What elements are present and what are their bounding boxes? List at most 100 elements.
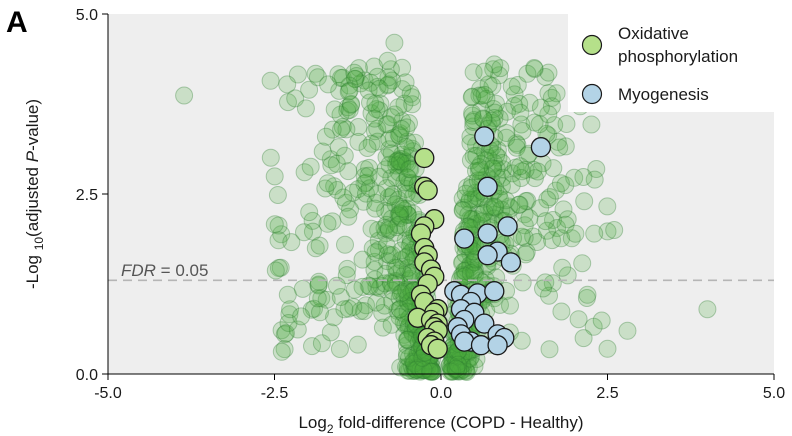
background-point [337, 266, 356, 285]
background-point [348, 335, 367, 354]
background-point [333, 117, 352, 136]
background-point [397, 152, 416, 171]
background-point [395, 265, 414, 284]
background-point [405, 361, 424, 380]
background-point [456, 361, 475, 380]
background-point [542, 88, 561, 107]
background-point [312, 334, 331, 353]
background-point [410, 359, 429, 378]
background-point [465, 357, 484, 376]
background-point [460, 259, 479, 278]
background-point [441, 362, 460, 381]
background-point [536, 212, 555, 231]
background-point [539, 63, 558, 82]
background-point [501, 296, 519, 315]
background-point [379, 219, 398, 238]
background-point [447, 354, 466, 373]
background-point [461, 255, 480, 274]
background-point [321, 150, 340, 169]
background-point [275, 325, 294, 344]
background-point [340, 81, 359, 100]
background-point [413, 354, 431, 373]
background-point [334, 188, 353, 207]
background-point [446, 349, 465, 368]
background-point [524, 160, 543, 179]
background-point [362, 219, 381, 238]
background-point [491, 59, 510, 78]
background-point [398, 205, 417, 224]
background-point [507, 134, 526, 153]
background-point [336, 235, 354, 254]
background-point [286, 89, 305, 108]
background-point [476, 151, 495, 170]
background-point [281, 300, 300, 319]
background-point [390, 152, 409, 171]
background-point [467, 162, 485, 181]
background-point [543, 274, 562, 293]
background-point [376, 201, 395, 220]
background-point [468, 205, 486, 224]
x-tick-label: -2.5 [261, 385, 289, 402]
background-point [411, 361, 429, 380]
background-point [353, 277, 372, 296]
background-point [385, 105, 404, 124]
background-point [408, 348, 427, 367]
background-point [272, 225, 291, 244]
background-point [442, 357, 461, 376]
background-point [461, 264, 480, 282]
background-point [446, 355, 465, 374]
background-point [398, 247, 417, 266]
myogenesis-point [500, 252, 522, 273]
background-point [385, 223, 404, 242]
background-point [382, 169, 401, 187]
background-point [525, 59, 544, 77]
background-point [395, 325, 414, 344]
background-point [366, 199, 385, 218]
background-point [347, 67, 366, 85]
background-point [447, 361, 466, 380]
y-axis-title: -Log 10(adjusted P-value) [23, 99, 46, 289]
oxidative-point [427, 338, 448, 359]
background-point [316, 127, 335, 146]
background-point [477, 89, 496, 108]
background-point [530, 115, 549, 134]
background-point [378, 245, 397, 264]
background-point [302, 300, 321, 319]
background-point [485, 109, 504, 127]
background-point [411, 362, 430, 381]
background-point [575, 192, 594, 211]
background-point [485, 55, 504, 74]
background-point [389, 125, 408, 144]
background-point [448, 355, 467, 374]
background-point [342, 95, 361, 113]
background-point [467, 210, 485, 229]
y-tick-label: 2.5 [76, 187, 98, 204]
background-point [414, 361, 433, 380]
background-point [460, 193, 479, 212]
x-tick-label: -5.0 [94, 385, 122, 402]
background-point [362, 104, 381, 123]
background-point [322, 156, 341, 175]
background-point [377, 148, 396, 167]
background-point [452, 352, 470, 371]
background-point [349, 180, 368, 199]
background-point [497, 128, 516, 147]
background-point [392, 241, 411, 260]
background-point [383, 281, 402, 300]
background-point [539, 105, 558, 124]
background-point [382, 108, 401, 127]
background-point [488, 141, 507, 159]
background-point [540, 340, 559, 359]
background-point [446, 348, 464, 367]
background-point [390, 204, 409, 223]
background-point [420, 359, 439, 378]
background-point [393, 156, 412, 175]
background-point [552, 302, 571, 321]
x-tick-label: 2.5 [596, 385, 618, 402]
background-point [414, 358, 433, 377]
background-point [505, 96, 524, 115]
background-point [566, 224, 585, 243]
background-point [368, 119, 387, 138]
oxidative-point [417, 180, 438, 201]
background-point [404, 345, 423, 364]
